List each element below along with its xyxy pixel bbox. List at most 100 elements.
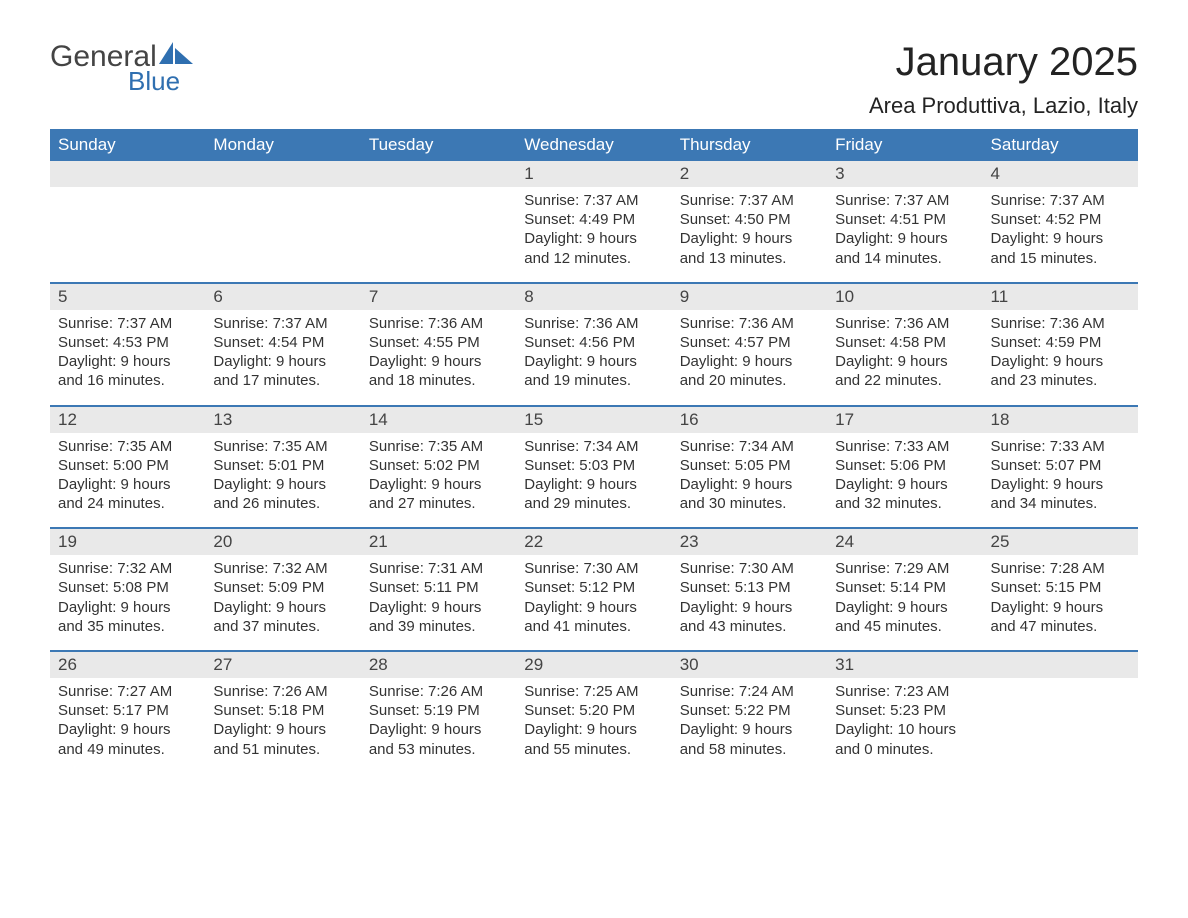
detail-daylight2: and 41 minutes. bbox=[524, 617, 663, 636]
day-number bbox=[205, 161, 360, 187]
day-number: 23 bbox=[672, 529, 827, 555]
detail-daylight2: and 55 minutes. bbox=[524, 740, 663, 759]
weekday-header: Sunday bbox=[50, 129, 205, 161]
day-number: 9 bbox=[672, 284, 827, 310]
detail-sunrise: Sunrise: 7:23 AM bbox=[835, 682, 974, 701]
day-number: 27 bbox=[205, 652, 360, 678]
detail-daylight2: and 32 minutes. bbox=[835, 494, 974, 513]
detail-sunset: Sunset: 5:08 PM bbox=[58, 578, 197, 597]
detail-sunrise: Sunrise: 7:36 AM bbox=[991, 314, 1130, 333]
calendar-week: 19Sunrise: 7:32 AMSunset: 5:08 PMDayligh… bbox=[50, 527, 1138, 650]
day-number: 20 bbox=[205, 529, 360, 555]
detail-daylight2: and 39 minutes. bbox=[369, 617, 508, 636]
title-block: January 2025 Area Produttiva, Lazio, Ita… bbox=[869, 40, 1138, 119]
detail-sunset: Sunset: 4:54 PM bbox=[213, 333, 352, 352]
detail-sunrise: Sunrise: 7:37 AM bbox=[835, 191, 974, 210]
calendar-cell: 22Sunrise: 7:30 AMSunset: 5:12 PMDayligh… bbox=[516, 529, 671, 650]
calendar-cell bbox=[50, 161, 205, 282]
calendar-cell: 7Sunrise: 7:36 AMSunset: 4:55 PMDaylight… bbox=[361, 284, 516, 405]
day-number: 17 bbox=[827, 407, 982, 433]
calendar-cell: 28Sunrise: 7:26 AMSunset: 5:19 PMDayligh… bbox=[361, 652, 516, 773]
detail-sunrise: Sunrise: 7:24 AM bbox=[680, 682, 819, 701]
detail-sunrise: Sunrise: 7:25 AM bbox=[524, 682, 663, 701]
detail-sunset: Sunset: 5:03 PM bbox=[524, 456, 663, 475]
detail-daylight1: Daylight: 9 hours bbox=[524, 720, 663, 739]
detail-sunrise: Sunrise: 7:37 AM bbox=[680, 191, 819, 210]
header: General Blue January 2025 Area Produttiv… bbox=[50, 40, 1138, 119]
day-details: Sunrise: 7:36 AMSunset: 4:58 PMDaylight:… bbox=[827, 310, 982, 391]
day-details: Sunrise: 7:30 AMSunset: 5:12 PMDaylight:… bbox=[516, 555, 671, 636]
detail-sunset: Sunset: 5:11 PM bbox=[369, 578, 508, 597]
detail-sunset: Sunset: 4:50 PM bbox=[680, 210, 819, 229]
day-details: Sunrise: 7:36 AMSunset: 4:56 PMDaylight:… bbox=[516, 310, 671, 391]
calendar-cell: 20Sunrise: 7:32 AMSunset: 5:09 PMDayligh… bbox=[205, 529, 360, 650]
calendar-cell: 19Sunrise: 7:32 AMSunset: 5:08 PMDayligh… bbox=[50, 529, 205, 650]
day-details: Sunrise: 7:33 AMSunset: 5:06 PMDaylight:… bbox=[827, 433, 982, 514]
detail-daylight1: Daylight: 9 hours bbox=[991, 598, 1130, 617]
day-number: 7 bbox=[361, 284, 516, 310]
day-details: Sunrise: 7:26 AMSunset: 5:18 PMDaylight:… bbox=[205, 678, 360, 759]
detail-sunrise: Sunrise: 7:30 AM bbox=[680, 559, 819, 578]
day-number: 13 bbox=[205, 407, 360, 433]
detail-sunrise: Sunrise: 7:31 AM bbox=[369, 559, 508, 578]
day-details: Sunrise: 7:36 AMSunset: 4:55 PMDaylight:… bbox=[361, 310, 516, 391]
detail-daylight1: Daylight: 9 hours bbox=[991, 352, 1130, 371]
detail-sunrise: Sunrise: 7:37 AM bbox=[991, 191, 1130, 210]
day-details: Sunrise: 7:32 AMSunset: 5:08 PMDaylight:… bbox=[50, 555, 205, 636]
calendar-cell: 23Sunrise: 7:30 AMSunset: 5:13 PMDayligh… bbox=[672, 529, 827, 650]
day-number: 5 bbox=[50, 284, 205, 310]
day-number: 10 bbox=[827, 284, 982, 310]
detail-sunset: Sunset: 5:20 PM bbox=[524, 701, 663, 720]
detail-sunset: Sunset: 5:14 PM bbox=[835, 578, 974, 597]
day-details: Sunrise: 7:25 AMSunset: 5:20 PMDaylight:… bbox=[516, 678, 671, 759]
day-number: 22 bbox=[516, 529, 671, 555]
calendar-cell: 2Sunrise: 7:37 AMSunset: 4:50 PMDaylight… bbox=[672, 161, 827, 282]
detail-sunset: Sunset: 5:02 PM bbox=[369, 456, 508, 475]
detail-sunrise: Sunrise: 7:35 AM bbox=[369, 437, 508, 456]
detail-daylight1: Daylight: 9 hours bbox=[369, 352, 508, 371]
detail-daylight2: and 27 minutes. bbox=[369, 494, 508, 513]
calendar-cell: 30Sunrise: 7:24 AMSunset: 5:22 PMDayligh… bbox=[672, 652, 827, 773]
day-details: Sunrise: 7:37 AMSunset: 4:49 PMDaylight:… bbox=[516, 187, 671, 268]
detail-sunrise: Sunrise: 7:36 AM bbox=[524, 314, 663, 333]
detail-sunrise: Sunrise: 7:36 AM bbox=[835, 314, 974, 333]
calendar-week: 26Sunrise: 7:27 AMSunset: 5:17 PMDayligh… bbox=[50, 650, 1138, 773]
detail-daylight2: and 29 minutes. bbox=[524, 494, 663, 513]
detail-daylight1: Daylight: 9 hours bbox=[524, 352, 663, 371]
detail-daylight1: Daylight: 9 hours bbox=[524, 598, 663, 617]
detail-sunset: Sunset: 4:52 PM bbox=[991, 210, 1130, 229]
detail-daylight2: and 35 minutes. bbox=[58, 617, 197, 636]
detail-daylight2: and 22 minutes. bbox=[835, 371, 974, 390]
detail-sunrise: Sunrise: 7:34 AM bbox=[524, 437, 663, 456]
detail-daylight2: and 14 minutes. bbox=[835, 249, 974, 268]
detail-sunrise: Sunrise: 7:29 AM bbox=[835, 559, 974, 578]
detail-daylight2: and 30 minutes. bbox=[680, 494, 819, 513]
detail-sunrise: Sunrise: 7:32 AM bbox=[213, 559, 352, 578]
day-details: Sunrise: 7:37 AMSunset: 4:51 PMDaylight:… bbox=[827, 187, 982, 268]
detail-sunset: Sunset: 4:49 PM bbox=[524, 210, 663, 229]
calendar-cell: 8Sunrise: 7:36 AMSunset: 4:56 PMDaylight… bbox=[516, 284, 671, 405]
weekday-header: Saturday bbox=[983, 129, 1138, 161]
day-details: Sunrise: 7:36 AMSunset: 4:59 PMDaylight:… bbox=[983, 310, 1138, 391]
title-month: January 2025 bbox=[869, 40, 1138, 85]
day-number: 12 bbox=[50, 407, 205, 433]
day-details: Sunrise: 7:33 AMSunset: 5:07 PMDaylight:… bbox=[983, 433, 1138, 514]
day-number: 3 bbox=[827, 161, 982, 187]
day-number: 1 bbox=[516, 161, 671, 187]
detail-sunrise: Sunrise: 7:28 AM bbox=[991, 559, 1130, 578]
day-number: 11 bbox=[983, 284, 1138, 310]
detail-sunset: Sunset: 4:57 PM bbox=[680, 333, 819, 352]
detail-daylight1: Daylight: 9 hours bbox=[835, 598, 974, 617]
detail-sunset: Sunset: 5:19 PM bbox=[369, 701, 508, 720]
day-number: 24 bbox=[827, 529, 982, 555]
calendar-cell: 21Sunrise: 7:31 AMSunset: 5:11 PMDayligh… bbox=[361, 529, 516, 650]
day-number: 21 bbox=[361, 529, 516, 555]
detail-daylight2: and 43 minutes. bbox=[680, 617, 819, 636]
detail-sunrise: Sunrise: 7:26 AM bbox=[213, 682, 352, 701]
calendar-cell: 1Sunrise: 7:37 AMSunset: 4:49 PMDaylight… bbox=[516, 161, 671, 282]
day-details: Sunrise: 7:29 AMSunset: 5:14 PMDaylight:… bbox=[827, 555, 982, 636]
detail-daylight1: Daylight: 9 hours bbox=[991, 229, 1130, 248]
detail-sunset: Sunset: 5:22 PM bbox=[680, 701, 819, 720]
detail-sunrise: Sunrise: 7:26 AM bbox=[369, 682, 508, 701]
day-details: Sunrise: 7:27 AMSunset: 5:17 PMDaylight:… bbox=[50, 678, 205, 759]
